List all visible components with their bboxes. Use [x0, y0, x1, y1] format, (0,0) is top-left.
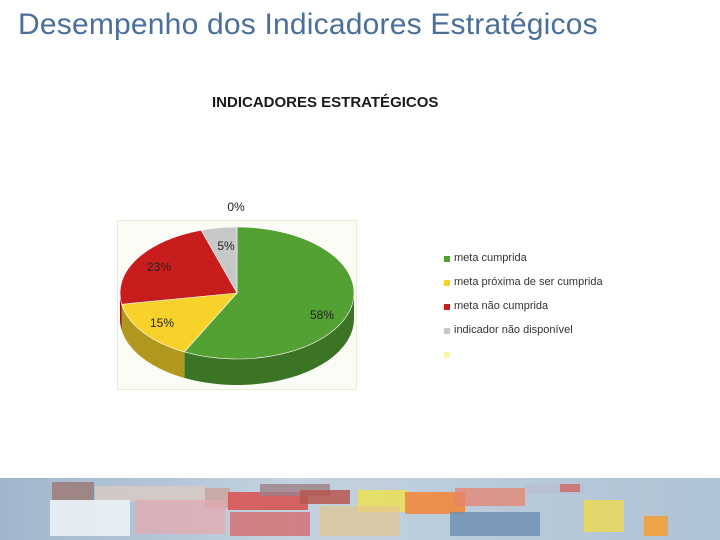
legend-swatch	[444, 328, 450, 334]
decorative-footer-band	[0, 478, 720, 540]
chart-title: INDICADORES ESTRATÉGICOS	[212, 94, 439, 111]
slide-title: Desempenho dos Indicadores Estratégicos	[18, 8, 598, 41]
pie-slice-side	[184, 293, 354, 385]
legend-swatch	[444, 256, 450, 262]
data-label: 5%	[217, 239, 235, 253]
data-label: 0%	[227, 200, 245, 214]
pie-slice	[119, 229, 238, 305]
pie-chart: INDICADORES ESTRATÉGICOS 58% 15% 23% 5% 0% m…	[117, 94, 603, 390]
data-label: 23%	[147, 260, 171, 274]
data-label: 58%	[310, 308, 334, 322]
legend-label: indicador não disponível	[454, 324, 573, 336]
pie-slice	[121, 292, 238, 353]
pie-slice	[200, 226, 238, 295]
legend-swatch	[444, 352, 450, 358]
legend-label: meta cumprida	[454, 252, 527, 264]
pie-slice	[183, 226, 355, 360]
pie-slice-side	[120, 293, 122, 331]
legend-label: meta não cumprida	[454, 300, 549, 312]
legend-label: meta próxima de ser cumprida	[454, 276, 603, 288]
legend-swatch	[444, 280, 450, 286]
pie-slice-side	[121, 304, 185, 378]
legend-swatch	[444, 304, 450, 310]
data-label: 15%	[150, 316, 174, 330]
pie-svg: 58% 15% 23% 5% 0%	[119, 200, 355, 385]
